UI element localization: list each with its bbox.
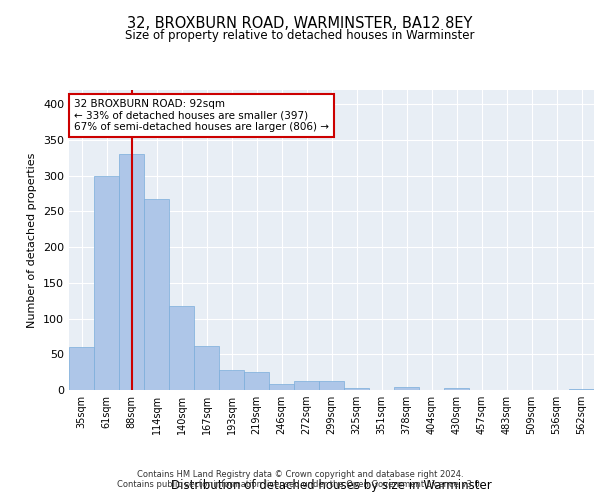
Bar bbox=[444, 388, 469, 390]
Y-axis label: Number of detached properties: Number of detached properties bbox=[28, 152, 37, 328]
Text: Size of property relative to detached houses in Warminster: Size of property relative to detached ho… bbox=[125, 29, 475, 42]
Bar bbox=[269, 384, 294, 390]
Bar bbox=[219, 370, 244, 390]
Bar bbox=[194, 346, 219, 390]
Text: 32 BROXBURN ROAD: 92sqm
← 33% of detached houses are smaller (397)
67% of semi-d: 32 BROXBURN ROAD: 92sqm ← 33% of detache… bbox=[74, 99, 329, 132]
Bar bbox=[244, 372, 269, 390]
Bar bbox=[69, 347, 94, 390]
Bar bbox=[344, 388, 369, 390]
Bar bbox=[394, 387, 419, 390]
X-axis label: Distribution of detached houses by size in Warminster: Distribution of detached houses by size … bbox=[171, 479, 492, 492]
Text: Contains HM Land Registry data © Crown copyright and database right 2024.
Contai: Contains HM Land Registry data © Crown c… bbox=[118, 470, 482, 489]
Bar bbox=[119, 154, 144, 390]
Bar bbox=[94, 176, 119, 390]
Text: 32, BROXBURN ROAD, WARMINSTER, BA12 8EY: 32, BROXBURN ROAD, WARMINSTER, BA12 8EY bbox=[127, 16, 473, 31]
Bar bbox=[319, 380, 344, 390]
Bar bbox=[169, 306, 194, 390]
Bar bbox=[569, 388, 594, 390]
Bar bbox=[294, 382, 319, 390]
Bar bbox=[144, 198, 169, 390]
